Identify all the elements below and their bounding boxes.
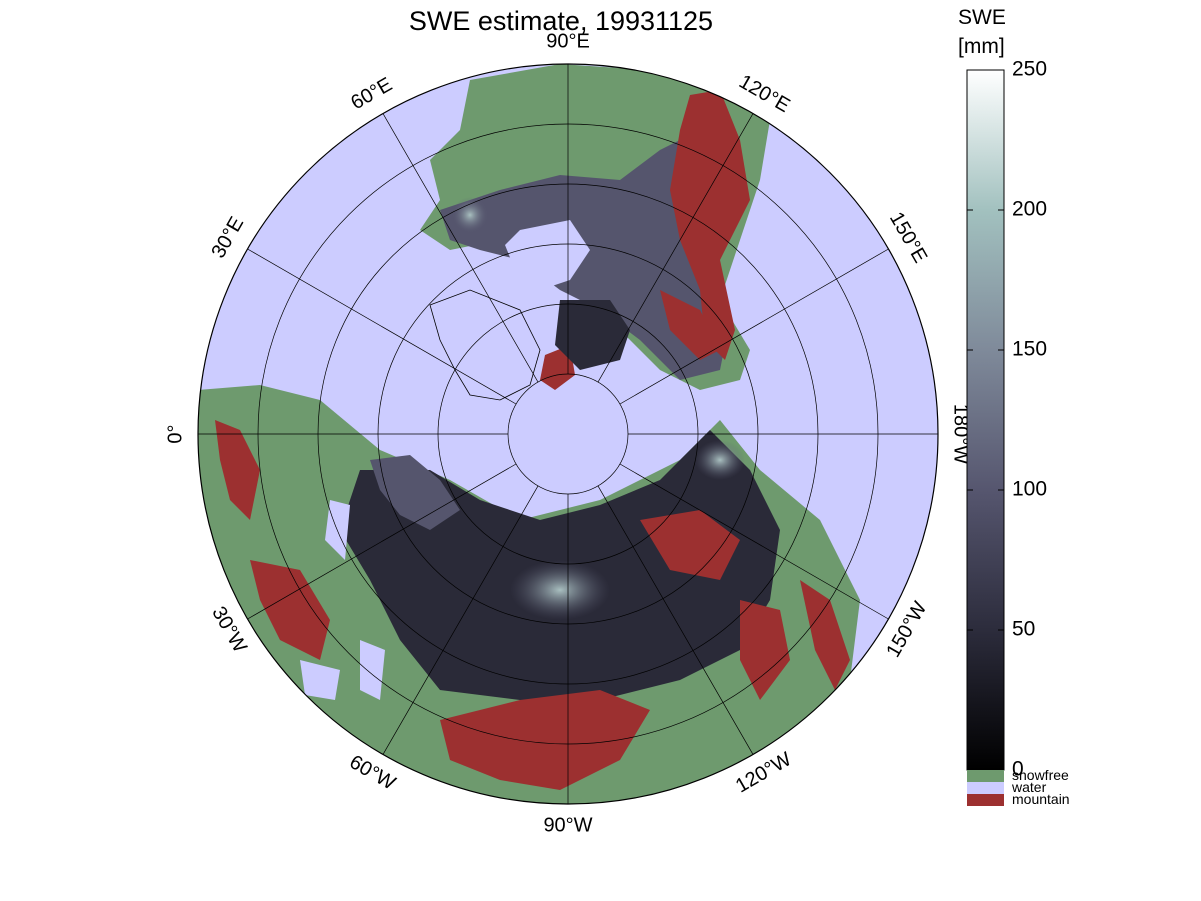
meridian-label: 180°W xyxy=(950,404,972,464)
meridian-label: 90°E xyxy=(546,30,590,52)
mountains-rockies xyxy=(670,90,750,360)
meridian-line xyxy=(247,248,517,405)
meridian-line xyxy=(597,485,754,755)
mountains-east-siberia xyxy=(640,510,740,580)
colorbar-tick-label: 200 xyxy=(1012,198,1047,221)
hudson-bay xyxy=(505,220,590,290)
colorbar-gradient xyxy=(966,69,1005,771)
colorbar-tick-label: 250 xyxy=(1012,58,1047,81)
category-label-mountain: mountain xyxy=(1012,791,1070,807)
colorbar: SWE [mm] 0 50 100 150 200 250 snowfreewatermo… xyxy=(958,6,1070,807)
snow-peak-canada xyxy=(452,197,488,233)
meridian-line xyxy=(619,248,889,405)
map-disc xyxy=(198,64,938,804)
meridian-line xyxy=(597,113,754,383)
meridian-label: 60°E xyxy=(347,73,396,114)
meridian-line xyxy=(619,463,889,620)
mountains-europe-west xyxy=(215,420,260,520)
colorbar-tick-label: 50 xyxy=(1012,618,1035,641)
category-swatch-mountain xyxy=(967,794,1004,806)
graticule-lines xyxy=(197,63,939,805)
meridian-label: 90°W xyxy=(543,814,592,836)
snow-peak-east-siberia xyxy=(695,440,745,480)
category-label-snowfree: snowfree xyxy=(1012,767,1069,783)
colorbar-ticks: 0 50 100 150 200 250 xyxy=(967,58,1047,781)
mountains-alaska xyxy=(660,290,720,360)
category-swatch-snowfree xyxy=(967,770,1004,782)
mountains-kamchatka xyxy=(800,580,850,690)
greenland xyxy=(429,289,541,401)
category-label-water: water xyxy=(1011,779,1047,795)
colorbar-title-line2: [mm] xyxy=(958,35,1005,58)
snow-scandinavia xyxy=(370,455,460,530)
meridian-line xyxy=(382,485,539,755)
caspian-sea xyxy=(360,640,385,700)
meridian-label: 30°E xyxy=(207,213,248,262)
meridian-label: 0° xyxy=(164,424,186,443)
colorbar-tick-label: 100 xyxy=(1012,478,1047,501)
mountains-central-asia xyxy=(440,690,650,790)
colorbar-tick-label: 0 xyxy=(1012,758,1024,781)
colorbar-tick-label: 150 xyxy=(1012,338,1047,361)
category-swatch-water xyxy=(967,782,1004,794)
meridian-line xyxy=(382,113,539,383)
mountains-far-east xyxy=(740,600,790,700)
black-sea xyxy=(300,660,340,700)
colorbar-title-line1: SWE xyxy=(958,6,1006,29)
snow-peak-siberia xyxy=(510,560,610,620)
snow-arctic-islands xyxy=(555,300,630,370)
map-title: SWE estimate, 19931125 xyxy=(409,6,713,36)
mountains-europe-south xyxy=(250,560,330,660)
meridian-line xyxy=(247,463,517,620)
